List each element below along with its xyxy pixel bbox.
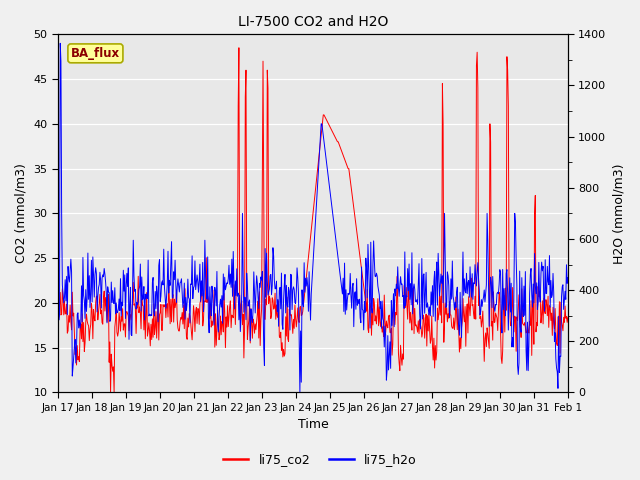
- li75_h2o: [564, 275, 572, 280]
- Line: li75_h2o: li75_h2o: [58, 43, 568, 393]
- li75_co2: [63, 330, 71, 336]
- li75_co2: [54, 307, 62, 312]
- X-axis label: Time: Time: [298, 419, 328, 432]
- Text: BA_flux: BA_flux: [71, 47, 120, 60]
- li75_co2: [235, 45, 243, 51]
- Y-axis label: H2O (mmol/m3): H2O (mmol/m3): [612, 163, 625, 264]
- li75_co2: [391, 322, 399, 327]
- li75_h2o: [168, 295, 176, 300]
- li75_h2o: [391, 286, 399, 292]
- li75_h2o: [195, 277, 203, 283]
- li75_h2o: [56, 40, 64, 46]
- li75_co2: [376, 319, 384, 325]
- li75_h2o: [376, 306, 384, 312]
- Y-axis label: CO2 (mmol/m3): CO2 (mmol/m3): [15, 164, 28, 264]
- li75_co2: [116, 328, 124, 334]
- Title: LI-7500 CO2 and H2O: LI-7500 CO2 and H2O: [238, 15, 388, 29]
- Legend: li75_co2, li75_h2o: li75_co2, li75_h2o: [218, 448, 422, 471]
- li75_co2: [168, 296, 176, 302]
- li75_co2: [107, 390, 115, 396]
- li75_co2: [195, 322, 203, 327]
- li75_h2o: [54, 282, 62, 288]
- Line: li75_co2: li75_co2: [58, 48, 568, 393]
- li75_co2: [564, 314, 572, 320]
- li75_h2o: [64, 264, 72, 269]
- li75_h2o: [116, 276, 124, 282]
- li75_h2o: [296, 390, 304, 396]
